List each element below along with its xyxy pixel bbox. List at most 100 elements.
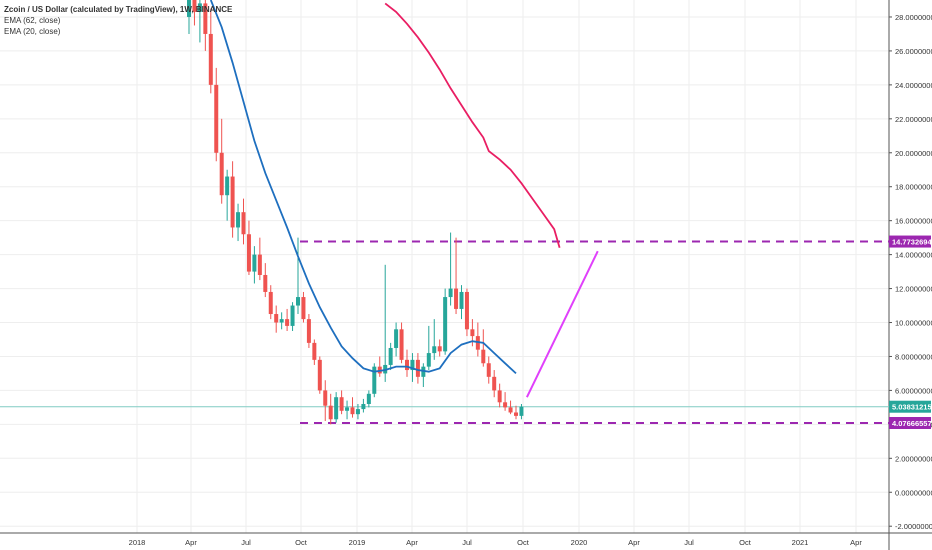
candle-body <box>426 353 431 367</box>
candle-body <box>448 288 453 298</box>
x-tick-label: Oct <box>295 538 308 547</box>
y-tick-label: 14.00000000 <box>895 251 932 260</box>
candle-body <box>481 349 486 364</box>
candle-body <box>187 0 191 17</box>
y-tick-label: 18.00000000 <box>895 183 932 192</box>
candle-body <box>366 393 371 404</box>
candle-body <box>394 329 399 348</box>
candle-body <box>263 274 268 292</box>
x-tick-label: Jul <box>241 538 251 547</box>
x-tick-label: Jul <box>462 538 472 547</box>
candle-body <box>415 359 420 377</box>
y-tick-label: -2.00000000 <box>895 522 932 531</box>
ema-20-line <box>209 0 517 375</box>
y-tick-label: 28.00000000 <box>895 13 932 22</box>
candle-body <box>470 329 475 337</box>
candle-body <box>339 397 344 411</box>
price-label-box <box>889 400 931 413</box>
candle-body <box>454 288 459 309</box>
chart-legend: Zcoin / US Dollar (calculated by Trading… <box>4 4 232 37</box>
x-tick-label: 2021 <box>792 538 809 547</box>
y-tick-label: 22.00000000 <box>895 115 932 124</box>
x-tick-label: Oct <box>739 538 752 547</box>
candle-body <box>492 376 497 391</box>
candle-body <box>219 152 224 196</box>
candle-body <box>317 359 322 391</box>
candle-body <box>464 291 469 330</box>
candle-body <box>312 342 317 360</box>
candle-body <box>208 33 213 85</box>
candle-body <box>399 329 404 360</box>
candle-body <box>306 319 311 343</box>
candle-body <box>514 412 518 416</box>
candle-body <box>503 402 508 408</box>
price-label-text: 5.03831215 <box>892 403 932 412</box>
candle-body <box>257 254 262 275</box>
x-tick-label: Oct <box>517 538 530 547</box>
candle-body <box>197 3 202 12</box>
candle-body <box>279 319 284 323</box>
y-tick-label: 10.00000000 <box>895 319 932 328</box>
candle-body <box>345 407 350 411</box>
candle-body <box>301 297 306 320</box>
candle-body <box>410 359 415 371</box>
candle-body <box>268 291 273 315</box>
ema-62-line <box>384 2 561 249</box>
candle-body <box>443 297 448 352</box>
candle-body <box>372 366 377 394</box>
candle-body <box>519 406 524 416</box>
candle-body <box>230 176 235 228</box>
x-tick-label: 2019 <box>349 538 366 547</box>
candle-body <box>225 176 230 196</box>
candle-body <box>388 347 393 365</box>
x-tick-label: 2020 <box>571 538 588 547</box>
x-tick-label: Jul <box>684 538 694 547</box>
candle-body <box>274 314 279 323</box>
candle-body <box>334 397 339 420</box>
price-label-text: 14.77326940 <box>892 238 932 247</box>
x-tick-label: Apr <box>185 538 197 547</box>
candle-body <box>405 359 409 371</box>
candle-body <box>437 346 442 352</box>
candle-body <box>323 390 328 406</box>
candle-body <box>296 297 300 306</box>
candle-body <box>350 407 355 415</box>
y-tick-label: 24.00000000 <box>895 81 932 90</box>
candle-body <box>486 363 491 377</box>
x-tick-label: Apr <box>850 538 862 547</box>
candle-body <box>285 319 290 326</box>
candle-body <box>236 212 241 228</box>
y-tick-label: 20.00000000 <box>895 149 932 158</box>
candle-body <box>328 405 333 420</box>
y-tick-label: 8.00000000 <box>895 352 932 361</box>
candle-body <box>432 346 437 354</box>
candle-body <box>214 84 219 153</box>
y-tick-label: 26.00000000 <box>895 47 932 56</box>
y-tick-label: 0.00000000 <box>895 488 932 497</box>
candle-body <box>203 3 208 34</box>
symbol-title: Zcoin / US Dollar (calculated by Trading… <box>4 5 233 14</box>
projection-line <box>526 250 599 398</box>
y-tick-label: 2.00000000 <box>895 454 932 463</box>
candle-body <box>355 409 360 415</box>
x-tick-label: 2018 <box>129 538 146 547</box>
candle-body <box>192 0 197 12</box>
candle-body <box>252 254 257 272</box>
candle-body <box>361 403 366 410</box>
ema-short-legend: EMA (20, close) <box>4 27 61 36</box>
price-label-text: 4.07666557 <box>892 419 932 428</box>
candle-body <box>246 234 251 272</box>
x-tick-label: Apr <box>628 538 640 547</box>
candle-body <box>290 305 295 326</box>
x-tick-label: Apr <box>406 538 418 547</box>
ema-long-legend: EMA (62, close) <box>4 16 61 25</box>
price-label-box <box>889 417 931 430</box>
candle-body <box>497 390 502 403</box>
candle-body <box>508 407 513 413</box>
candle-body <box>241 212 246 235</box>
y-tick-label: 6.00000000 <box>895 386 932 395</box>
price-label-box <box>889 235 931 248</box>
candle-body <box>459 291 464 309</box>
